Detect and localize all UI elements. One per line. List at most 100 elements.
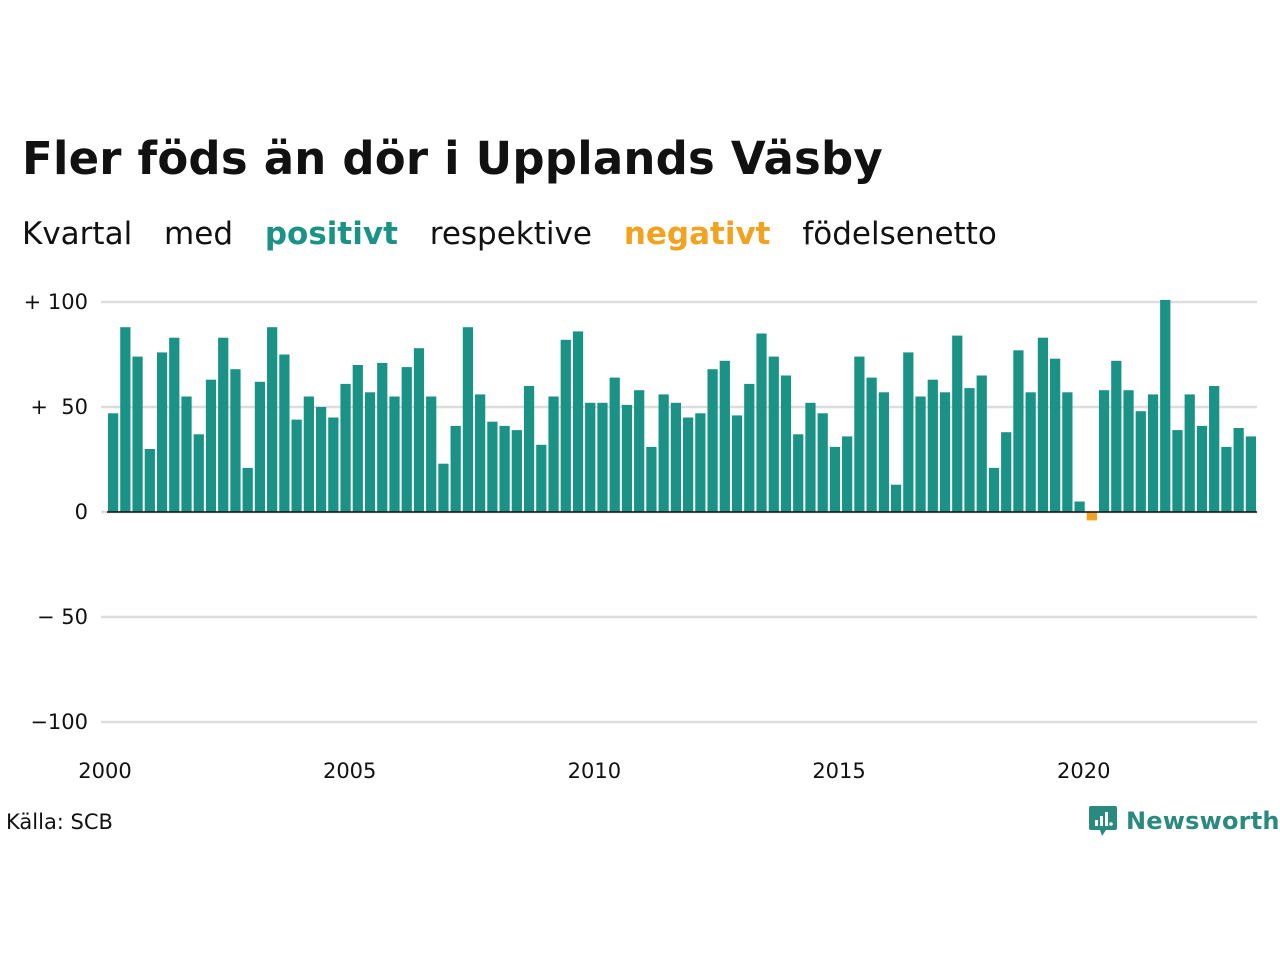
bar — [1074, 501, 1085, 512]
bar — [242, 467, 253, 512]
bar — [205, 379, 217, 512]
bars — [108, 299, 1256, 521]
chart-subtitle: Kvartal med positivt respektive negativt… — [22, 216, 1019, 252]
y-tick-label: + 100 — [24, 290, 88, 314]
bar — [609, 377, 620, 512]
bar — [193, 434, 204, 512]
x-axis-labels: 2000 2005 2010 2015 2020 — [78, 759, 1110, 783]
newsworthy-logo: Newsworthy — [1088, 804, 1280, 838]
bar — [878, 392, 889, 512]
bar — [707, 369, 718, 512]
bar — [585, 402, 596, 512]
bar — [340, 383, 351, 512]
bar — [377, 362, 388, 512]
bar — [401, 367, 412, 512]
subtitle-word: Kvartal — [22, 216, 133, 252]
bar — [560, 339, 571, 512]
bar — [1196, 425, 1208, 512]
bar — [254, 381, 266, 512]
bar — [793, 434, 804, 512]
bar — [120, 327, 131, 512]
bar — [634, 390, 645, 512]
legend-negative: negativt — [623, 216, 771, 252]
bar — [108, 413, 119, 512]
bar — [487, 421, 498, 512]
source-note: Källa: SCB — [6, 810, 113, 834]
bar — [952, 335, 963, 512]
bar — [842, 436, 853, 512]
chart-title: Fler föds än dör i Upplands Väsby — [22, 132, 883, 185]
bar — [328, 417, 339, 512]
bar — [303, 396, 314, 512]
bar — [462, 327, 474, 512]
bar — [1025, 392, 1036, 512]
bar — [854, 356, 865, 512]
bar — [1221, 446, 1232, 512]
bar — [1160, 299, 1171, 512]
subtitle-word: med — [164, 216, 233, 252]
bar — [915, 396, 926, 512]
x-tick-label: 2020 — [1057, 759, 1110, 783]
bar — [658, 394, 669, 512]
bar — [315, 407, 327, 512]
x-tick-label: 2010 — [568, 759, 621, 783]
bar — [169, 337, 180, 512]
bar — [572, 331, 584, 512]
bar — [450, 425, 461, 512]
bar — [805, 402, 816, 512]
bar — [744, 383, 755, 512]
bar — [903, 352, 914, 512]
y-tick-label: + 50 — [30, 395, 88, 419]
bar — [976, 375, 987, 512]
bar — [866, 377, 877, 512]
y-tick-label: 0 — [75, 500, 88, 524]
bar — [695, 413, 706, 512]
bar — [1184, 394, 1195, 512]
newsworthy-icon — [1089, 806, 1117, 836]
bar — [1233, 428, 1244, 512]
bar — [988, 467, 1000, 512]
bar — [279, 354, 290, 512]
bar-chart: + 100 + 50 0 − 50 −100 2000 2005 2010 2015 2020 — [24, 290, 1257, 783]
bar — [780, 375, 792, 512]
bar — [817, 413, 828, 512]
brand-name: Newsworthy — [1126, 807, 1280, 835]
bar — [230, 369, 241, 512]
bar — [426, 396, 437, 512]
bar — [352, 365, 363, 512]
bar — [683, 417, 694, 512]
bar — [291, 419, 302, 512]
bar — [939, 392, 951, 512]
bar — [1013, 350, 1024, 512]
x-tick-label: 2005 — [323, 759, 376, 783]
bar — [144, 449, 155, 512]
bar — [768, 356, 779, 512]
bar — [1062, 392, 1073, 512]
bar — [829, 446, 841, 512]
bar — [1123, 390, 1134, 512]
x-tick-label: 2000 — [78, 759, 131, 783]
bar — [156, 352, 168, 512]
bar — [548, 396, 559, 512]
bar — [1050, 358, 1061, 512]
bar — [523, 386, 535, 512]
y-axis-labels: + 100 + 50 0 − 50 −100 — [24, 290, 88, 734]
legend-positive: positivt — [264, 216, 398, 252]
bar — [670, 402, 681, 512]
bar — [364, 392, 376, 512]
bar — [1098, 390, 1110, 512]
bar — [1147, 394, 1159, 512]
bar — [536, 444, 547, 512]
bar — [964, 388, 975, 512]
bar — [511, 430, 522, 512]
bar — [1245, 436, 1256, 512]
bar — [1111, 360, 1122, 512]
bar — [646, 446, 657, 512]
bar — [927, 379, 938, 512]
bar — [756, 333, 767, 512]
bar — [719, 360, 730, 512]
bar — [1001, 432, 1012, 512]
bar — [132, 356, 143, 512]
bar — [1135, 411, 1146, 512]
bar — [1086, 512, 1097, 521]
